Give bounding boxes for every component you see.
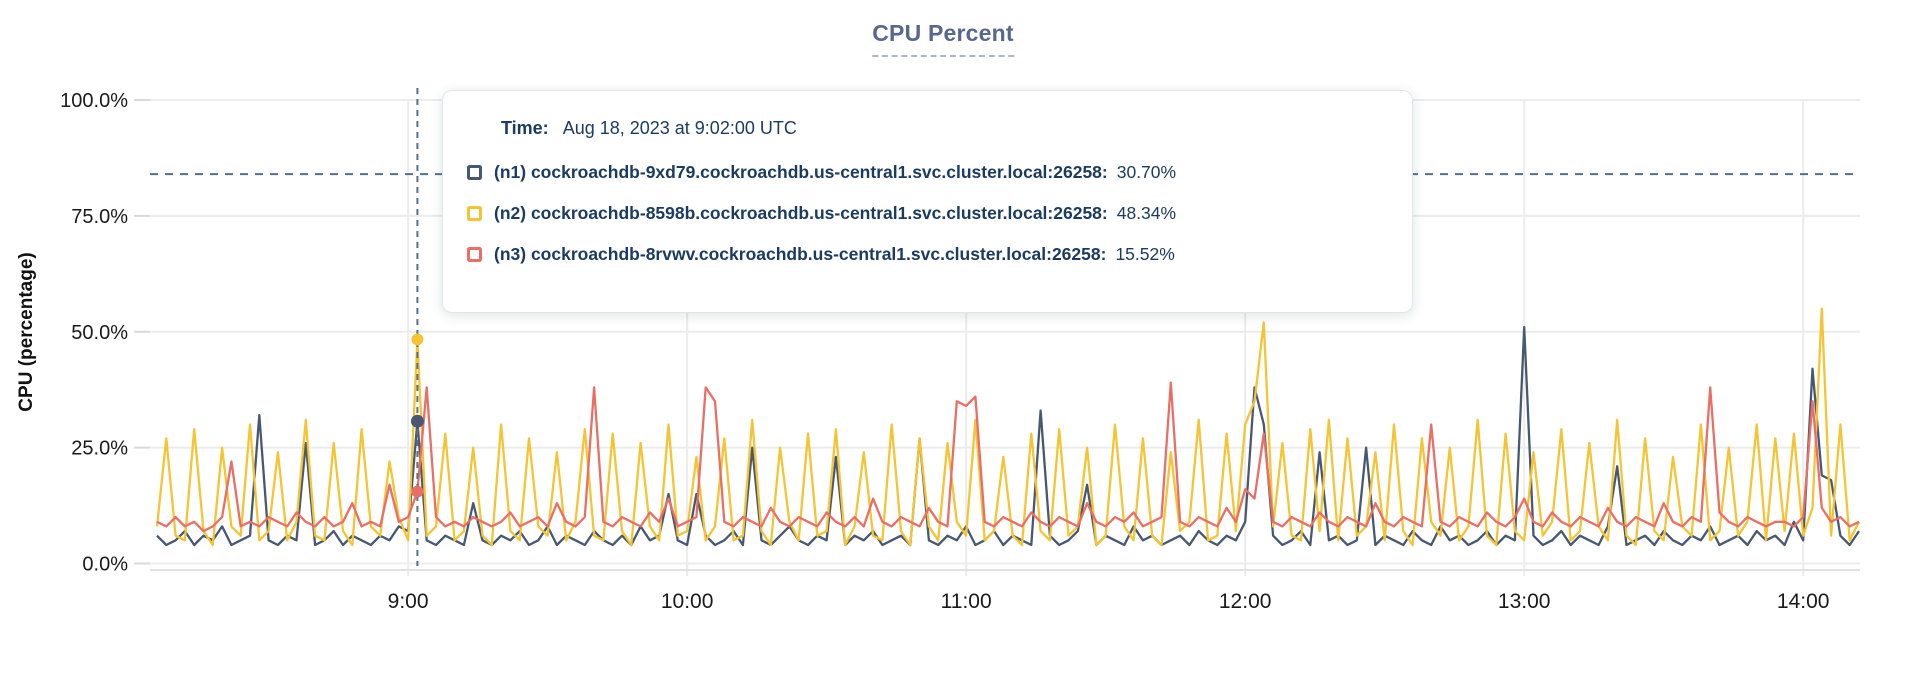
y-tick-label: 100.0% xyxy=(60,90,128,112)
crosshair-dot-n3 xyxy=(411,485,424,498)
tooltip-time-label: Time: xyxy=(501,118,549,138)
series-layer xyxy=(155,307,1861,547)
series-n1-value: 30.70% xyxy=(1116,162,1177,182)
x-tick-label: 13:00 xyxy=(1498,590,1551,613)
crosshair-dot-n1 xyxy=(410,414,424,428)
legend-row-n3: (n3) cockroachdb-8rvwv.cockroachdb.us-ce… xyxy=(467,244,1412,265)
y-axis-title: CPU (percentage) xyxy=(16,252,37,411)
series-line-n2 xyxy=(155,307,1861,547)
x-tick-label: 14:00 xyxy=(1777,590,1830,613)
series-n3-name: (n3) cockroachdb-8rvwv.cockroachdb.us-ce… xyxy=(494,244,1107,264)
series-n2-swatch-icon xyxy=(467,206,482,221)
y-tick-label: 0.0% xyxy=(82,554,128,576)
y-tick-label: 25.0% xyxy=(71,438,128,460)
crosshair-layer xyxy=(410,88,424,566)
x-tick-label: 12:00 xyxy=(1219,590,1272,613)
series-n1-swatch-icon xyxy=(467,165,482,180)
chart-title: CPU Percent xyxy=(872,20,1014,57)
hover-tooltip: Time: Aug 18, 2023 at 9:02:00 UTC (n1) co… xyxy=(442,90,1413,313)
series-n3-swatch-icon xyxy=(467,247,482,262)
y-tick-label: 50.0% xyxy=(71,322,128,344)
crosshair-dot-n2 xyxy=(411,333,424,346)
y-tick-label: 75.0% xyxy=(71,206,128,228)
series-n2-name: (n2) cockroachdb-8598b.cockroachdb.us-ce… xyxy=(494,203,1108,223)
series-n2-value: 48.34% xyxy=(1116,203,1177,223)
legend-row-n1: (n1) cockroachdb-9xd79.cockroachdb.us-ce… xyxy=(467,162,1412,183)
series-line-n1 xyxy=(156,325,1860,547)
tooltip-time-row: Time: Aug 18, 2023 at 9:02:00 UTC xyxy=(501,118,1412,139)
series-n1-name: (n1) cockroachdb-9xd79.cockroachdb.us-ce… xyxy=(494,162,1108,182)
tooltip-time-value: Aug 18, 2023 at 9:02:00 UTC xyxy=(562,118,797,138)
series-n3-value: 15.52% xyxy=(1115,244,1175,264)
legend-row-n2: (n2) cockroachdb-8598b.cockroachdb.us-ce… xyxy=(467,203,1412,224)
x-tick-label: 10:00 xyxy=(661,590,714,613)
x-tick-label: 11:00 xyxy=(941,590,992,613)
x-tick-label: 9:00 xyxy=(388,590,429,613)
axis-label-layer: CPU (percentage) 100.0% 75.0% 50.0% 25.0% 0.… xyxy=(16,90,1829,613)
series-line-n3 xyxy=(156,381,1860,533)
